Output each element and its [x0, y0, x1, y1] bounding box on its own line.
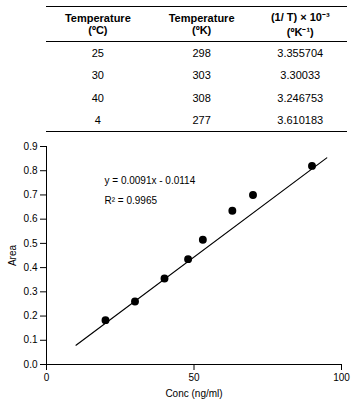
html-text:(1/ T) × 10⁻³ (ºK⁻¹): (1/ T) × 10⁻³ (ºK⁻¹): [270, 11, 330, 38]
html-text:Temperature (ºK): Temperature (ºK): [168, 12, 235, 36]
svg-text:0.4: 0.4: [24, 262, 38, 273]
svg-text:0: 0: [44, 372, 50, 383]
svg-text:50: 50: [188, 372, 200, 383]
svg-text:y = 0.0091x - 0.0114: y = 0.0091x - 0.0114: [105, 175, 196, 186]
svg-text:Conc (ng/ml): Conc (ng/ml): [165, 388, 222, 399]
svg-text:0.1: 0.1: [24, 334, 38, 345]
svg-text:0.9: 0.9: [24, 141, 38, 152]
svg-text:0.6: 0.6: [24, 213, 38, 224]
html-text:303: 303: [192, 69, 211, 82]
svg-text:0.3: 0.3: [24, 286, 38, 297]
html-text:3.610183: 3.610183: [277, 113, 324, 126]
html-text:Temperature (ºC): Temperature (ºC): [65, 12, 131, 36]
html-text:3.355704: 3.355704: [277, 47, 324, 60]
html-text:3.30033: 3.30033: [280, 69, 321, 82]
svg-text:0.0: 0.0: [24, 359, 38, 370]
svg-text:0.7: 0.7: [24, 189, 38, 200]
svg-text:0.2: 0.2: [24, 310, 38, 321]
svg-text:R² = 0.9965: R² = 0.9965: [105, 195, 158, 206]
html-text:277: 277: [192, 113, 211, 126]
html-text:40: 40: [91, 91, 104, 104]
html-text:25: 25: [91, 47, 104, 60]
html-text:3.246753: 3.246753: [277, 91, 324, 104]
svg-text:0.8: 0.8: [24, 165, 38, 176]
html-text:298: 298: [192, 47, 211, 60]
svg-text:100: 100: [333, 372, 350, 383]
html-text:30: 30: [91, 69, 104, 82]
html-text:308: 308: [192, 91, 211, 104]
svg-text:Area: Area: [7, 245, 18, 267]
svg-text:0.5: 0.5: [24, 238, 38, 249]
html-text:4: 4: [94, 113, 101, 126]
